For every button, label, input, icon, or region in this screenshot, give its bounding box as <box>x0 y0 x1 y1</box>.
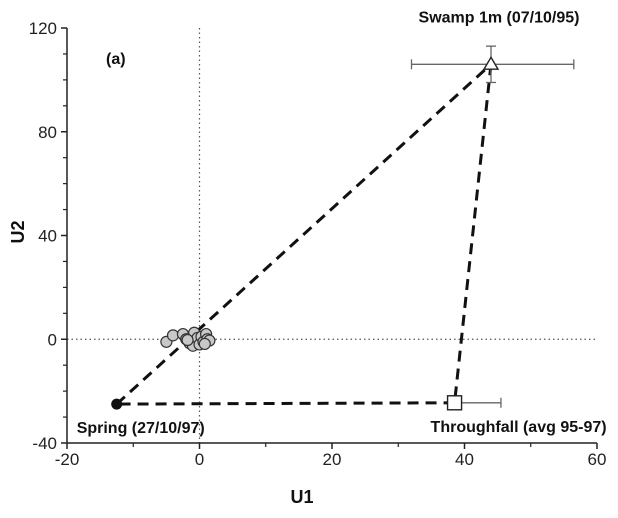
sample-point-16 <box>181 333 194 347</box>
y-tick-label-4: 80 <box>38 123 57 142</box>
x-axis-title: U1 <box>290 487 313 507</box>
x-tick-label-1: -20 <box>55 450 80 469</box>
end-member-markers <box>111 55 500 411</box>
y-axis-title: U2 <box>8 220 28 243</box>
x-tick-label-5: 60 <box>588 450 607 469</box>
end-member-marker-1 <box>482 55 500 70</box>
end-member-label-2: Throughfall (avg 95-97) <box>431 419 607 436</box>
sample-points <box>160 326 216 352</box>
sample-point-15 <box>198 337 211 351</box>
end-member-label-3: Spring (27/10/97) <box>77 420 205 437</box>
end-member-marker-2 <box>446 395 463 411</box>
error-bars <box>410 45 575 408</box>
tick-labels: -20 0 20 40 60 -40 0 40 80 120 <box>29 19 607 469</box>
end-member-label-1: Swamp 1m (07/10/95) <box>419 9 580 26</box>
mixing-line-1 <box>115 63 493 406</box>
x-tick-label-2: 0 <box>195 450 204 469</box>
x-tick-label-4: 40 <box>455 450 474 469</box>
y-tick-label-5: 120 <box>29 19 57 38</box>
mixing-lines <box>115 63 493 406</box>
y-tick-label-2: 0 <box>48 330 57 349</box>
x-tick-label-3: 20 <box>323 450 342 469</box>
mixing-line-3 <box>116 401 455 406</box>
y-tick-label-1: -40 <box>32 434 57 453</box>
sample-point-2 <box>166 329 180 342</box>
y-tick-label-3: 40 <box>38 227 57 246</box>
mixing-line-2 <box>453 64 493 403</box>
axes <box>61 27 598 449</box>
reference-lines <box>67 28 597 443</box>
end-member-labels: Swamp 1m (07/10/95) Throughfall (avg 95-9… <box>77 9 607 437</box>
panel-label: (a) <box>106 51 126 68</box>
end-member-marker-3 <box>111 398 123 410</box>
